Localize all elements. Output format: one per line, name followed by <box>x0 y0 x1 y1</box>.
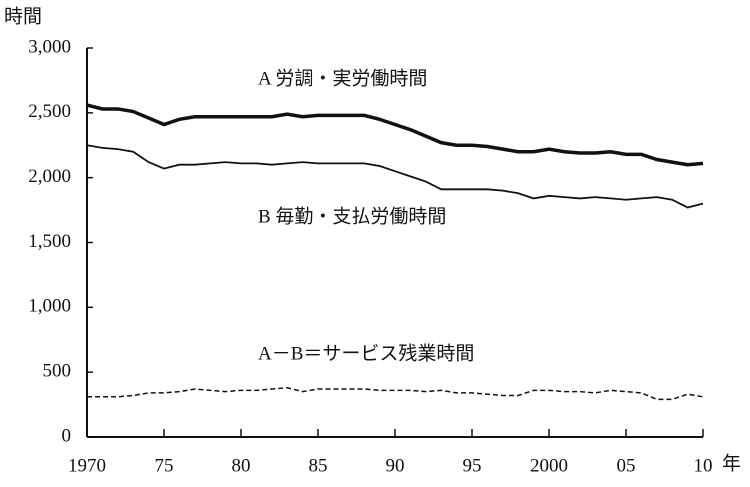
series-label: B 毎勤・支払労働時間 <box>258 205 446 227</box>
y-tick-label: 3,000 <box>28 36 71 57</box>
x-tick-label: 75 <box>155 455 174 476</box>
y-tick-label: 500 <box>43 361 72 382</box>
y-tick-label: 2,000 <box>28 166 71 187</box>
x-tick-label: 2000 <box>530 455 568 476</box>
x-tick-label: 05 <box>617 455 636 476</box>
series-line <box>86 103 704 167</box>
x-tick-label: 10 <box>694 455 713 476</box>
x-tick-label: 95 <box>463 455 482 476</box>
series-label: A 労調・実労働時間 <box>258 67 427 89</box>
x-tick-label: 85 <box>309 455 328 476</box>
y-tick-label: 0 <box>62 425 72 446</box>
x-tick-label: 1970 <box>68 455 106 476</box>
series-line <box>87 386 704 401</box>
x-tick-label: 80 <box>232 455 251 476</box>
y-axis-label: 時間 <box>4 5 42 27</box>
x-tick-label: 90 <box>386 455 405 476</box>
x-axis-label: 年 <box>722 452 741 474</box>
y-tick-label: 2,500 <box>28 101 71 122</box>
series-line <box>86 144 704 209</box>
y-tick-label: 1,000 <box>28 296 71 317</box>
series-label: A－B＝サービス残業時間 <box>258 342 474 364</box>
y-tick-label: 1,500 <box>28 231 71 252</box>
